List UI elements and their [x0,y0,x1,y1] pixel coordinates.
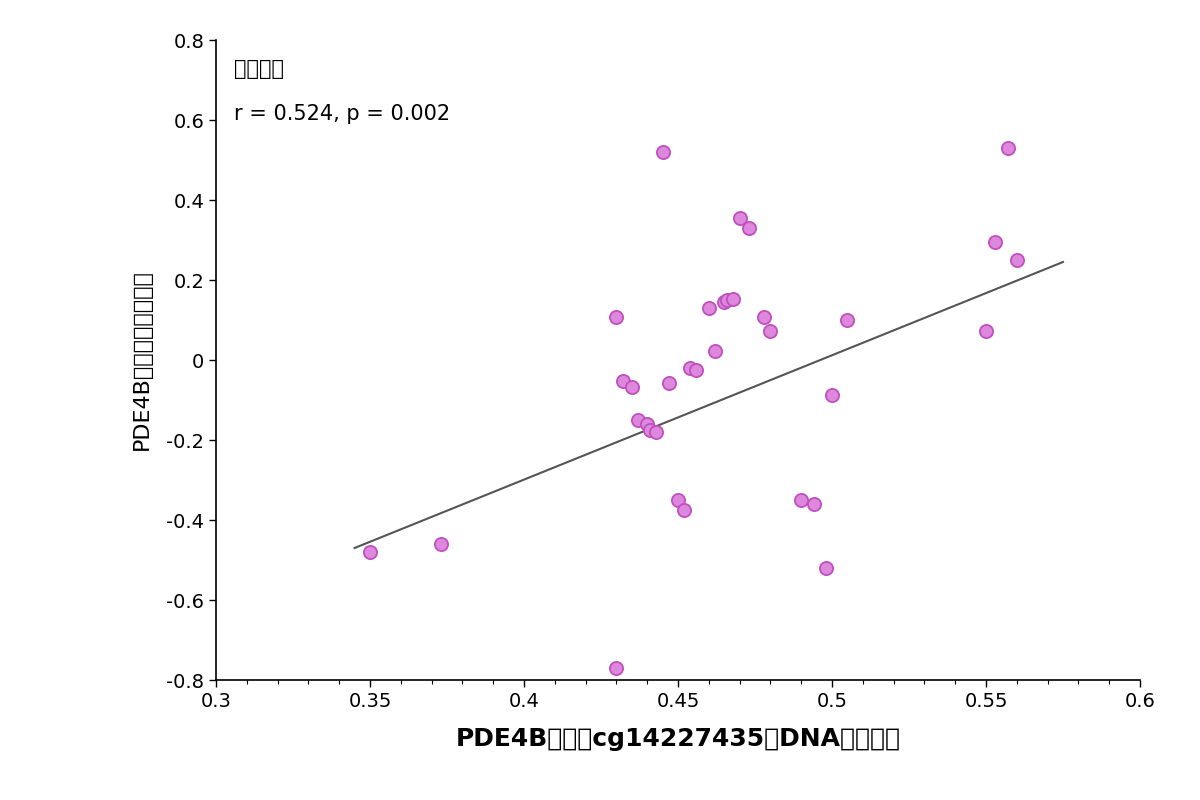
Point [739,222,758,234]
Point [607,662,626,674]
Point [715,295,734,308]
X-axis label: PDE4B遥伝子cg14227435のDNAメチル化: PDE4B遥伝子cg14227435のDNAメチル化 [456,727,900,751]
Point [659,377,678,390]
Point [668,494,688,506]
Point [985,235,1004,248]
Point [431,538,450,550]
Point [977,325,996,338]
Y-axis label: PDE4B遥伝子発現レベル: PDE4B遥伝子発現レベル [132,270,152,450]
Point [700,302,719,314]
Point [792,494,811,506]
Point [838,314,857,326]
Point [816,562,835,574]
Point [637,418,656,430]
Point [622,381,641,394]
Point [653,146,672,158]
Point [680,362,700,374]
Point [730,211,749,224]
Text: 相関係数: 相関係数 [234,59,284,79]
Point [641,424,660,437]
Point [724,293,743,306]
Point [613,374,632,387]
Point [822,389,841,402]
Point [706,345,725,358]
Point [607,310,626,323]
Point [761,325,780,338]
Point [998,142,1018,154]
Text: r = 0.524, p = 0.002: r = 0.524, p = 0.002 [234,104,451,124]
Point [629,414,648,426]
Point [686,363,706,377]
Point [1007,254,1026,266]
Point [674,504,694,517]
Point [718,294,737,306]
Point [647,426,666,438]
Point [804,498,823,510]
Point [755,310,774,323]
Point [360,546,379,558]
